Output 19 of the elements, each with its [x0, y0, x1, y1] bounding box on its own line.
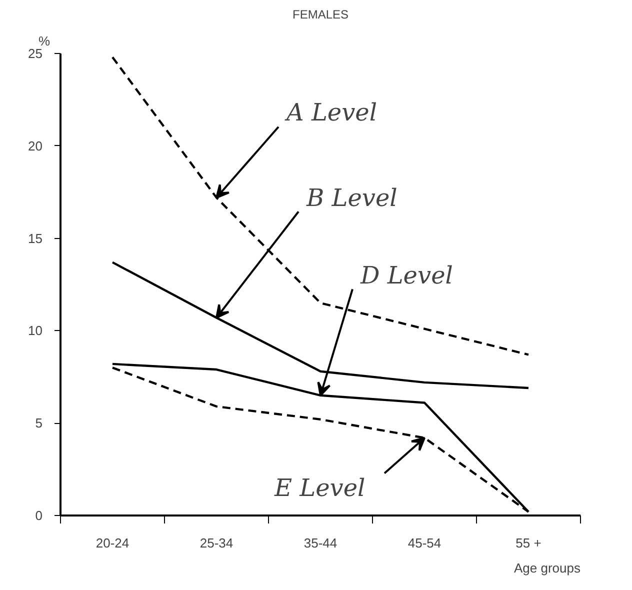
y-tick-label: 25: [28, 46, 43, 61]
y-tick-label: 10: [28, 323, 43, 338]
annotation: A Level: [284, 98, 378, 127]
x-tick-label: 35-44: [304, 536, 338, 550]
annotation: E Level: [274, 474, 366, 502]
x-tick-label: 25-34: [200, 536, 234, 550]
annotation: B Level: [306, 184, 398, 212]
line-series: [111, 261, 530, 390]
y-tick-label: 15: [28, 230, 43, 246]
chart-title: FEMALES: [292, 8, 349, 22]
y-tick-label: 0: [35, 508, 43, 523]
x-tick-label: 55 +: [516, 536, 542, 550]
annotation: D Level: [360, 261, 453, 290]
x-tick-label: 20-24: [96, 536, 130, 550]
y-tick-label: 5: [35, 416, 43, 431]
y-tick-label: 20: [28, 138, 43, 154]
x-axis-title: Age groups: [514, 560, 581, 576]
y-axis-title: %: [38, 34, 50, 48]
x-tick-label: 45-54: [408, 536, 442, 550]
